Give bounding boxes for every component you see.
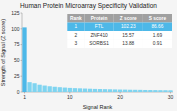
- bar: [148, 90, 152, 92]
- bar: [168, 90, 172, 92]
- y-tick-label: 25: [14, 73, 20, 79]
- bar: [73, 88, 77, 92]
- x-tick-label: 1: [23, 94, 26, 100]
- y-axis-label: Strength of Signal (Z score): [0, 19, 6, 86]
- x-tick-label: 10: [67, 94, 73, 100]
- table-cell-text: 1: [75, 24, 78, 29]
- table-cell: [85, 40, 114, 49]
- bar: [88, 89, 92, 92]
- bars: [22, 27, 172, 92]
- table-header-cell: [114, 14, 143, 23]
- bar: [48, 86, 52, 92]
- bar: [123, 90, 127, 92]
- bar: [43, 86, 47, 92]
- table-cell-text: SORBS1: [89, 41, 109, 46]
- table-cell: [85, 31, 114, 40]
- bar: [68, 88, 72, 92]
- bar: [113, 89, 117, 92]
- table-header-text: S score: [149, 16, 167, 21]
- x-axis-label: Signal Rank: [83, 104, 113, 110]
- bar: [118, 90, 122, 92]
- table-cell-text: 1.69: [153, 33, 163, 38]
- table-header-cell: [67, 14, 84, 23]
- table-cell: [114, 31, 143, 40]
- table-header-cell: [143, 14, 172, 23]
- background: [0, 0, 177, 111]
- y-axis: [22, 13, 23, 92]
- bar: [103, 89, 107, 92]
- bar: [108, 89, 112, 92]
- bar: [37, 85, 41, 92]
- y-tick-label: 100: [11, 26, 20, 32]
- bar: [138, 90, 142, 92]
- table-header-cell: [85, 14, 114, 23]
- table-cell-text: 2: [75, 33, 78, 38]
- x-tick-label: 20: [117, 94, 123, 100]
- table-cell-text: ZNF410: [90, 33, 108, 38]
- table-cell: [114, 23, 143, 32]
- y-tick-label: 50: [14, 57, 20, 63]
- bar: [83, 89, 87, 92]
- y-tick-label: 75: [14, 41, 20, 47]
- table-cell: [67, 31, 84, 40]
- bar: [93, 89, 97, 92]
- title: Human Protein Microarray Specificity Val…: [20, 2, 157, 10]
- bar: [98, 89, 102, 92]
- table-cell-text: 3: [75, 41, 78, 46]
- table: Rank Protein Z score S score 1 FTL 102.23 86.66…: [67, 14, 172, 48]
- table-cell-text: 86.66: [151, 24, 163, 29]
- y-tick-label: 125: [11, 10, 20, 16]
- table-cell-text: FTL: [95, 24, 104, 29]
- table-header-text: Z score: [120, 16, 137, 21]
- table-cell: [143, 31, 172, 40]
- table-header-text: Rank: [70, 16, 82, 21]
- bar: [22, 27, 26, 92]
- y-tick-label: 0: [17, 89, 20, 95]
- bar: [153, 90, 157, 92]
- axes: 0 25 50 75 100 125 1 10 20 30: [11, 10, 173, 100]
- bar: [32, 83, 36, 92]
- table-cell-text: 0.91: [153, 41, 163, 46]
- bar: [63, 88, 67, 92]
- table-cell: [143, 40, 172, 49]
- bar: [158, 90, 162, 92]
- chart: Human Protein Microarray Specificity Val…: [0, 0, 177, 111]
- table-header-text: Protein: [91, 16, 108, 21]
- table-cell-text: 13.88: [122, 41, 134, 46]
- table-cell: [85, 23, 114, 32]
- table-cell-text: 102.23: [121, 24, 136, 29]
- table-cell: [67, 23, 84, 32]
- bar: [53, 87, 57, 92]
- bar: [163, 90, 167, 92]
- table-cell: [114, 40, 143, 49]
- bar: [58, 87, 62, 92]
- bar: [143, 90, 147, 92]
- table-cell: [143, 23, 172, 32]
- table-cell: [67, 40, 84, 49]
- bar: [27, 82, 31, 92]
- x-tick-label: 30: [168, 94, 174, 100]
- bar: [133, 90, 137, 92]
- table-cell-text: 15.57: [122, 33, 134, 38]
- bar: [78, 88, 82, 92]
- bar: [128, 90, 132, 92]
